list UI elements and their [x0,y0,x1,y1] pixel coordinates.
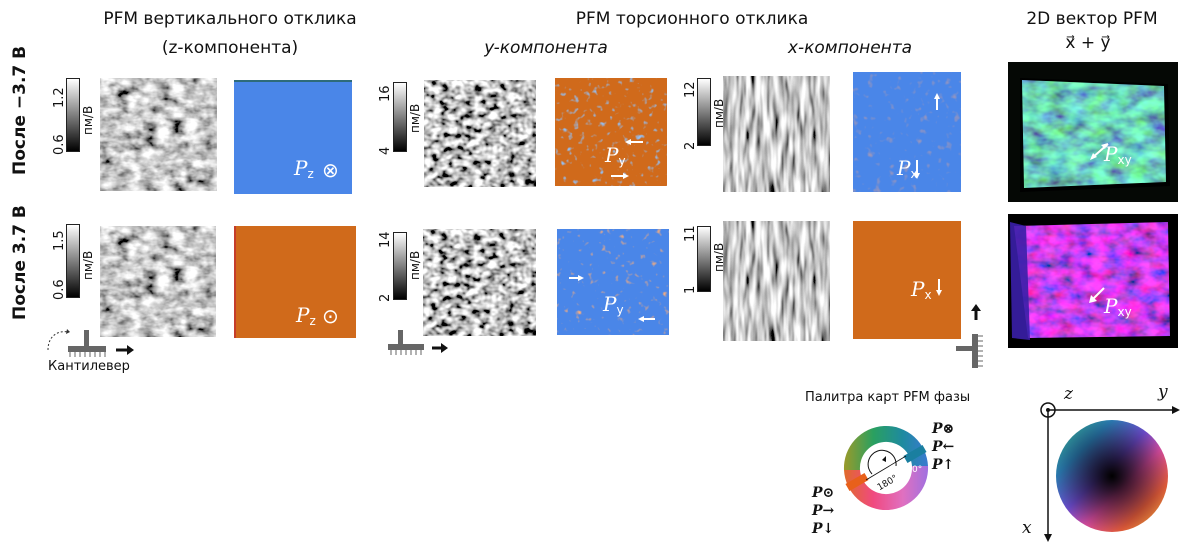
cantilever-diagram-left-icon [47,329,134,357]
colorbar-r2-y-max: 14 [378,231,393,248]
axis-z-label: z [1064,384,1073,404]
vertical-subheader: (z-компонента) [162,38,298,58]
y-component-header: y-компонента [484,38,608,58]
cantilever-diagram-mid-icon [388,330,448,355]
palette-right-label-0: P⊗ [932,421,955,437]
pfm-phase-map-r2-x: Px [853,221,961,339]
colorbar-r2-vertical-unit: пм/В [81,250,95,280]
cantilever-diagram-right-icon [956,304,983,368]
cantilever-label: Кантилевер [48,359,130,374]
torsion-header: PFM торсионного отклика [575,9,809,29]
palette-right-label-2: P↑ [932,457,955,473]
palette-left-labels: P⊙ P→ P↓ [812,484,834,538]
py-arrows-icon [611,139,643,179]
pxy-label-r1-p: P [1104,142,1118,166]
pfm-amplitude-map-r2-vertical [100,226,216,337]
pxy-label-r1: Pxy [1104,142,1132,167]
pfm-vector-map-r1: Pxy [1008,62,1178,202]
colorbar-r1-vertical-max: 1.2 [52,87,67,108]
px-label-r1: Px [897,156,918,181]
pfm-amplitude-map-r1-vertical [100,78,217,191]
pfm-phase-map-r1-y: Py [555,78,667,186]
colorbar-r2-y-min: 2 [378,293,393,302]
pz-label-r2: Pz [296,303,316,328]
colorbar-r1-y-min: 4 [378,146,393,155]
py-label-r2: Py [603,292,624,317]
colorbar-r2-vertical-max: 1.5 [52,230,67,251]
colorbar-r1-vertical-min: 0.6 [52,134,67,155]
px-label-r1-sub: x [910,167,918,181]
pfm-amplitude-map-r2-x [723,221,830,341]
colorbar-r2-vertical-min: 0.6 [52,279,67,300]
polarization-into-icon: ⊗ [322,158,339,182]
pxy-arrow-r2-icon [1089,287,1105,303]
pfm-amplitude-map-r1-x [723,76,830,192]
pxy-arrow-r1-icon [1090,143,1109,160]
pfm-amplitude-map-r1-y [424,80,536,187]
colorbar-r1-vertical-unit: пм/В [81,105,95,135]
colorbar-r2-y [393,232,407,300]
phase-palette-ring: 180° 0° [843,425,929,511]
x-component-header: x-компонента [787,38,913,58]
pxy-label-r2-sub: xy [1117,305,1132,319]
colorbar-r1-x [697,78,711,146]
pxy-label-r2: Pxy [1104,294,1132,319]
colorbar-r1-y [393,82,407,152]
palette-right-labels: P⊗ P← P↑ [932,420,954,474]
vector-formula: x⃗ + y⃗ [1065,33,1111,53]
polarization-outof-icon: ⊙ [322,304,339,328]
palette-left-label-1: P→ [812,503,835,519]
px-label-r2-sub: x [924,288,932,302]
pz-label-r1: Pz [294,156,314,181]
py-label-r2-sub: y [616,303,624,317]
pxy-label-r2-p: P [1104,294,1118,318]
pfm-amplitude-map-r2-y [423,229,536,336]
palette-title: Палитра карт PFM фазы [805,390,971,405]
colorbar-r1-vertical [66,78,80,152]
pfm-phase-map-r1-x: Px [853,72,961,192]
colorbar-r2-x-min: 1 [683,285,698,294]
colorbar-r1-x-max: 12 [683,81,698,98]
palette-right-label-1: P← [932,439,955,455]
py-arrows-r2-icon [569,275,655,322]
vector-header: 2D вектор PFM [1026,9,1158,29]
py-label-r2-p: P [603,292,617,316]
px-arrow-r2-icon [936,279,942,296]
axes-diagram [1040,402,1180,542]
colorbar-r2-x-max: 11 [683,225,698,242]
px-label-r1-p: P [897,156,911,180]
vertical-subheader-text: (z-компонента) [161,38,299,58]
pz-label-r2-sub: z [309,314,316,328]
pz-label-r2-p: P [296,303,310,327]
px-label-r2-p: P [911,277,925,301]
px-arrows-icon [914,93,940,179]
pz-label-r1-p: P [294,156,308,180]
palette-left-label-0: P⊙ [812,485,835,501]
pz-label-r1-sub: z [307,167,314,181]
pfm-phase-map-r1-vertical: Pz ⊗ [234,80,352,194]
px-label-r2: Px [911,277,932,302]
py-label-r1: Py [605,143,626,168]
vertical-header: PFM вертикального отклика [103,9,357,29]
colorbar-r2-x [697,226,711,292]
colorbar-r1-x-min: 2 [683,141,698,150]
pfm-vector-map-r2: Pxy [1008,214,1178,348]
axis-x-label: x [1022,518,1032,538]
palette-angle-0: 0° [912,465,922,475]
colorbar-r1-y-unit: пм/В [408,103,422,133]
row-label-neg: После −3.7 В [10,45,30,175]
palette-angle-180: 180° [876,474,900,494]
row-label-pos: После 3.7 В [10,205,30,320]
pfm-phase-map-r2-y: Py [557,229,669,335]
pfm-phase-map-r2-vertical: Pz ⊙ [234,226,356,338]
py-label-r1-sub: y [618,154,626,168]
axis-y-label: y [1158,382,1168,402]
palette-left-label-2: P↓ [812,521,835,537]
colorbar-r2-y-unit: пм/В [408,250,422,280]
pxy-label-r1-sub: xy [1117,153,1132,167]
colorbar-r1-y-max: 16 [378,85,393,102]
colorbar-r2-vertical [66,224,80,298]
py-label-r1-p: P [605,143,619,167]
